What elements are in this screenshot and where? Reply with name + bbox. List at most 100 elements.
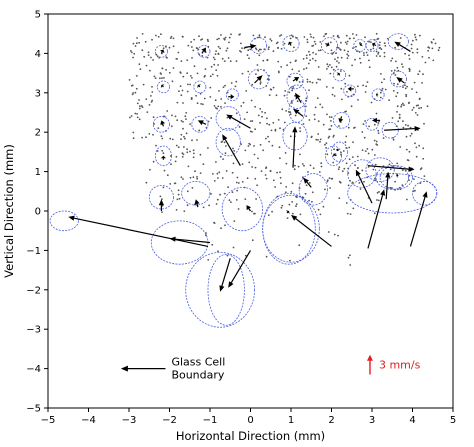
particle-point bbox=[363, 180, 365, 183]
particle-point bbox=[217, 105, 220, 108]
particle-point bbox=[328, 177, 331, 180]
particle-point bbox=[275, 94, 278, 97]
particle-point bbox=[386, 37, 389, 40]
particle-point bbox=[280, 34, 283, 36]
particle-point bbox=[217, 53, 220, 55]
velocity-arrow-head bbox=[160, 155, 166, 159]
scale-label: 3 mm/s bbox=[379, 359, 421, 372]
particle-point bbox=[338, 166, 341, 169]
uncertainty-ellipse bbox=[333, 68, 347, 82]
particle-point bbox=[143, 55, 146, 58]
particle-point bbox=[294, 60, 297, 62]
particle-point bbox=[351, 64, 353, 67]
particle-point bbox=[180, 94, 183, 97]
particle-point bbox=[161, 67, 164, 70]
particle-point bbox=[152, 133, 154, 136]
particle-point bbox=[157, 127, 160, 129]
particle-point bbox=[276, 171, 278, 174]
uncertainty-ellipse bbox=[387, 33, 409, 50]
particle-point bbox=[286, 64, 288, 67]
uncertainty-ellipse bbox=[365, 39, 379, 52]
velocity-arrow bbox=[221, 258, 231, 287]
velocity-arrow-head bbox=[414, 126, 421, 132]
particle-point bbox=[159, 195, 162, 198]
particle-point bbox=[305, 105, 307, 108]
particle-point bbox=[215, 50, 218, 52]
particle-point bbox=[294, 94, 296, 97]
velocity-arrow-head bbox=[376, 92, 378, 98]
plot-area bbox=[49, 32, 441, 328]
particle-point bbox=[378, 44, 381, 46]
velocity-arrow-head bbox=[160, 84, 165, 88]
particle-point bbox=[261, 115, 263, 118]
particle-point bbox=[297, 165, 300, 168]
particle-point bbox=[150, 56, 152, 59]
particle-point bbox=[267, 214, 270, 217]
particle-point bbox=[298, 70, 300, 72]
velocity-arrow-head bbox=[228, 281, 234, 288]
particle-point bbox=[379, 96, 382, 99]
particle-point bbox=[291, 87, 294, 90]
particle-point bbox=[182, 127, 184, 130]
particle-point bbox=[374, 163, 377, 166]
particle-point bbox=[203, 75, 206, 78]
particle-point bbox=[380, 73, 382, 75]
particle-point bbox=[415, 155, 418, 158]
particle-point bbox=[412, 106, 415, 109]
particle-point bbox=[308, 53, 311, 56]
particle-point bbox=[359, 61, 362, 64]
particle-point bbox=[178, 197, 181, 200]
velocity-arrow-head bbox=[336, 72, 341, 77]
particle-point bbox=[402, 126, 405, 129]
scale-arrow-head bbox=[366, 354, 373, 361]
particle-point bbox=[266, 59, 269, 62]
particle-point bbox=[288, 91, 291, 94]
particle-point bbox=[377, 37, 380, 40]
particle-point bbox=[299, 127, 301, 129]
particle-point bbox=[228, 199, 231, 202]
velocity-arrow bbox=[201, 50, 205, 54]
particle-point bbox=[356, 50, 358, 53]
particle-point bbox=[438, 46, 441, 49]
particle-point bbox=[147, 51, 150, 54]
particle-point bbox=[203, 97, 206, 100]
particle-point bbox=[358, 182, 361, 184]
particle-point bbox=[322, 123, 325, 126]
particle-point bbox=[432, 38, 435, 41]
uncertainty-ellipse bbox=[412, 181, 438, 206]
uncertainty-ellipse bbox=[181, 181, 211, 206]
particle-point bbox=[379, 91, 382, 94]
particle-point bbox=[211, 73, 214, 76]
particle-point bbox=[347, 184, 350, 187]
particle-point bbox=[176, 198, 179, 201]
particle-point bbox=[195, 47, 198, 49]
particle-point bbox=[404, 124, 407, 126]
particle-point bbox=[364, 36, 366, 39]
particle-point bbox=[288, 75, 291, 78]
uncertainty-ellipse bbox=[193, 80, 207, 94]
particle-point bbox=[211, 243, 214, 246]
particle-point bbox=[201, 55, 204, 57]
particle-point bbox=[341, 170, 344, 173]
particle-point bbox=[319, 140, 321, 143]
particle-point bbox=[169, 37, 172, 39]
particle-point bbox=[253, 212, 255, 215]
particle-point bbox=[383, 42, 386, 45]
velocity-arrow-head bbox=[372, 42, 376, 48]
particle-point bbox=[145, 64, 148, 67]
particle-point bbox=[171, 114, 173, 117]
particle-point bbox=[208, 204, 211, 207]
particle-point bbox=[422, 73, 424, 76]
velocity-arrow-head bbox=[396, 77, 403, 83]
particle-point bbox=[226, 91, 229, 94]
particle-point bbox=[191, 139, 193, 142]
particle-point bbox=[325, 147, 327, 149]
particle-point bbox=[367, 152, 370, 155]
y-tick-label: 4 bbox=[35, 49, 41, 60]
particle-point bbox=[291, 212, 294, 215]
velocity-arrow-head bbox=[287, 41, 293, 46]
particle-point bbox=[335, 52, 337, 55]
particle-point bbox=[394, 46, 396, 49]
particle-point bbox=[259, 121, 261, 124]
particle-point bbox=[253, 145, 255, 147]
